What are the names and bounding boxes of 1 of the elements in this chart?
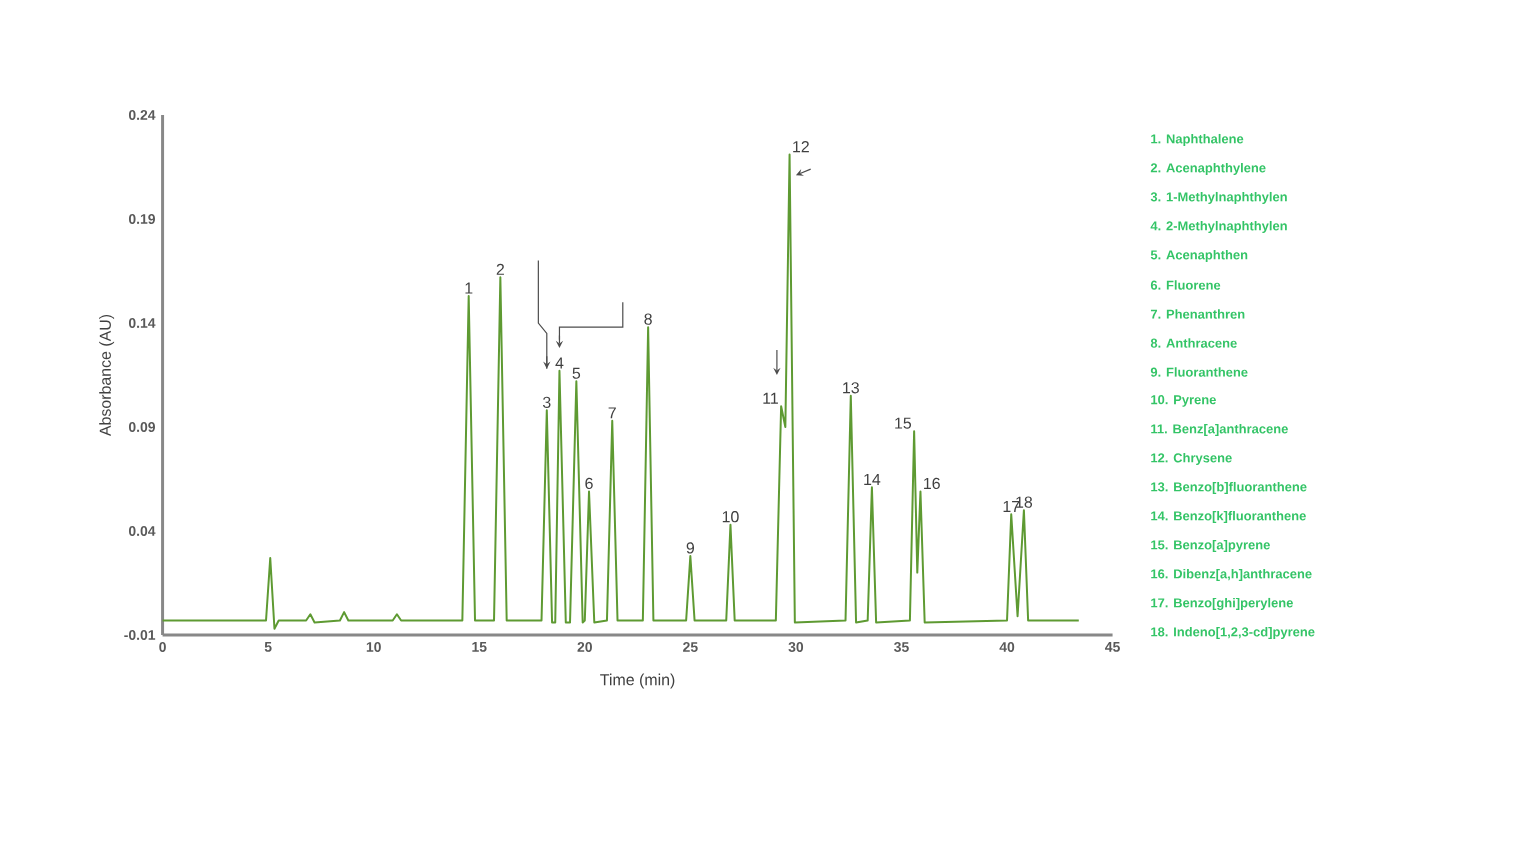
- line-series: [161, 153, 1080, 630]
